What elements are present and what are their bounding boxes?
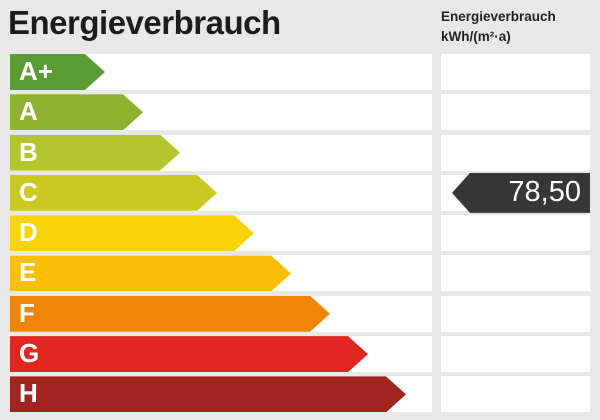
energy-class-arrow: F (10, 296, 330, 332)
scale-row-d: D (0, 215, 600, 252)
energy-class-arrow: H (10, 376, 406, 412)
scale-row-g: G (0, 336, 600, 373)
energy-class-arrow: G (10, 336, 368, 372)
energy-class-label: A (19, 96, 38, 127)
value-cell (441, 255, 590, 292)
value-cell (441, 94, 590, 131)
scale-row-h: H (0, 376, 600, 413)
value-cell (441, 215, 590, 252)
scale-row-e: E (0, 255, 600, 292)
energy-scale: A+ A B C 78,50 (0, 54, 600, 413)
value-cell (441, 376, 590, 413)
energy-class-label: B (19, 136, 38, 167)
page-title: Energieverbrauch (8, 4, 281, 41)
unit-header-line1: Energieverbrauch (441, 9, 556, 24)
energy-class-label: G (19, 338, 40, 369)
value-cell (441, 336, 590, 373)
energy-class-arrow: B (10, 135, 180, 171)
unit-header: Energieverbrauch kWh/(m²·a) (441, 7, 556, 47)
unit-header-line2: kWh/(m²·a) (441, 29, 511, 44)
scale-row-a-plus: A+ (0, 54, 600, 90)
energy-class-label: C (19, 176, 38, 207)
scale-row-a: A (0, 94, 600, 131)
energy-class-arrow: E (10, 255, 291, 291)
energy-class-label: D (19, 217, 38, 248)
energy-class-label: E (19, 257, 37, 288)
consumption-value-marker: 78,50 (452, 172, 590, 213)
energy-class-arrow: D (10, 215, 254, 251)
scale-row-c: C 78,50 (0, 172, 600, 213)
scale-row-f: F (0, 295, 600, 332)
energy-class-label: A+ (19, 56, 53, 86)
scale-row-b: B (0, 134, 600, 171)
value-cell (441, 54, 590, 90)
energy-class-label: F (19, 297, 35, 328)
energy-class-arrow: C (10, 175, 217, 211)
consumption-value: 78,50 (508, 175, 581, 208)
energy-class-label: H (19, 378, 38, 409)
energy-class-arrow: A+ (10, 54, 105, 90)
value-cell (441, 295, 590, 332)
value-cell (441, 134, 590, 171)
energy-class-arrow: A (10, 94, 143, 130)
